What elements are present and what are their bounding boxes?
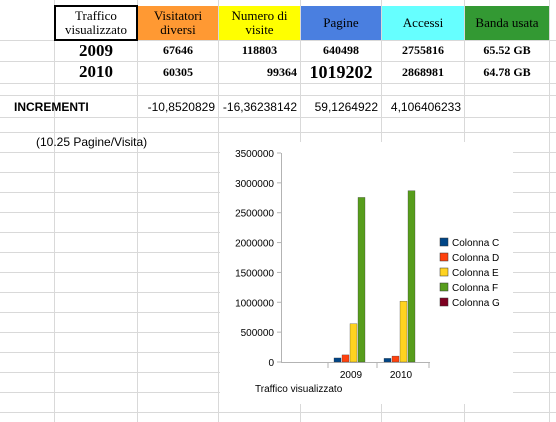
- increment-visitatori[interactable]: -10,8520829: [147, 99, 215, 114]
- legend-swatch: [439, 267, 449, 277]
- increment-pagine[interactable]: 59,1264922: [314, 99, 378, 114]
- x-tick-label: 2009: [340, 370, 363, 381]
- bar-colonna-d-2010: [391, 355, 400, 363]
- bar-colonna-f-2010: [407, 190, 416, 363]
- legend-swatch: [439, 237, 449, 247]
- x-tick-label: 2010: [390, 370, 413, 381]
- pagine-2009[interactable]: 640498: [323, 43, 359, 57]
- legend-swatch: [439, 297, 449, 307]
- chart-panel[interactable]: 0 500000 1000000 1500000 2000000 2500000 30000…: [220, 142, 513, 404]
- bar-colonna-e-2010: [399, 300, 408, 363]
- legend-label: Colonna E: [452, 268, 499, 279]
- header-traffico[interactable]: Traffico visualizzato: [54, 5, 138, 41]
- header-visite[interactable]: Numero di visite: [219, 6, 300, 40]
- header-visitatori[interactable]: Visitatori diversi: [138, 6, 218, 40]
- increment-accessi[interactable]: 4,106406233: [390, 99, 461, 114]
- banda-2010[interactable]: 64.78 GB: [483, 64, 531, 79]
- legend-label: Colonna G: [452, 298, 500, 309]
- increments-label[interactable]: INCREMENTI: [14, 99, 89, 114]
- header-pagine[interactable]: Pagine: [301, 6, 381, 40]
- legend-label: Colonna F: [452, 283, 498, 294]
- header-banda[interactable]: Banda usata: [465, 6, 549, 40]
- pages-per-visit-note[interactable]: (10.25 Pagine/Visita): [36, 135, 148, 149]
- visite-2009[interactable]: 118803: [241, 43, 278, 57]
- bar-colonna-e-2009: [349, 323, 358, 363]
- visitatori-2009[interactable]: 67646: [163, 43, 193, 57]
- y-tick-label: 2500000: [235, 209, 274, 220]
- legend-label: Colonna D: [452, 253, 499, 264]
- header-accessi[interactable]: Accessi: [382, 6, 464, 40]
- y-tick-label: 3500000: [235, 149, 274, 160]
- y-tick-label: 1500000: [235, 268, 274, 279]
- y-tick-label: 2000000: [235, 239, 274, 250]
- y-tick-label: 0: [268, 358, 274, 369]
- bar-colonna-c-2010: [383, 358, 392, 363]
- bar-colonna-d-2009: [341, 354, 350, 363]
- year-2010[interactable]: 2010: [79, 62, 113, 81]
- x-axis-label: Traffico visualizzato: [255, 384, 343, 395]
- visitatori-2010[interactable]: 60305: [163, 64, 193, 79]
- legend-swatch: [439, 282, 449, 292]
- visite-2010[interactable]: 99364: [267, 64, 297, 79]
- accessi-2010[interactable]: 2868981: [402, 64, 444, 79]
- bar-colonna-c-2009: [333, 357, 342, 363]
- year-2009[interactable]: 2009: [79, 40, 113, 60]
- legend-swatch: [439, 252, 449, 262]
- y-tick-label: 3000000: [235, 179, 274, 190]
- bar-chart: 0 500000 1000000 1500000 2000000 2500000 30000…: [235, 149, 500, 395]
- increment-visite[interactable]: -16,36238142: [222, 99, 297, 114]
- y-tick-label: 1000000: [235, 298, 274, 309]
- y-tick-label: 500000: [241, 328, 275, 339]
- bar-colonna-f-2009: [357, 197, 366, 363]
- banda-2009[interactable]: 65.52 GB: [483, 43, 531, 57]
- accessi-2009[interactable]: 2755816: [402, 43, 444, 57]
- legend-label: Colonna C: [452, 238, 499, 249]
- pagine-2010[interactable]: 1019202: [309, 61, 373, 82]
